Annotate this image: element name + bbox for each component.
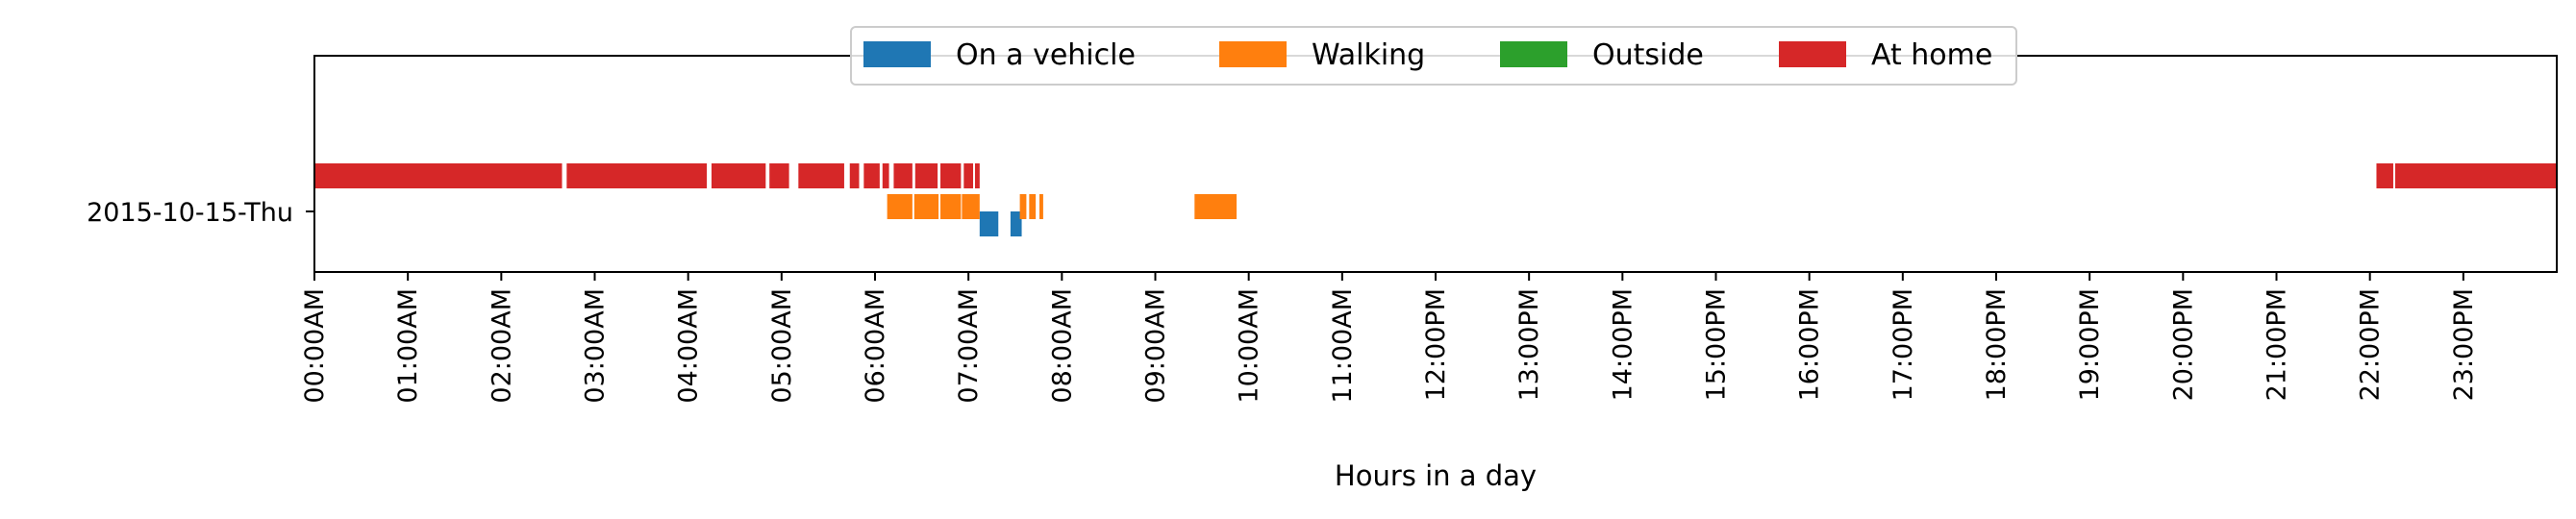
bar-at-home: [882, 163, 889, 188]
bar-walking: [1029, 194, 1037, 219]
x-tick-label: 07:00AM: [954, 288, 984, 404]
x-tick-label: 09:00AM: [1141, 288, 1171, 404]
bar-at-home: [769, 163, 789, 188]
x-tick-label: 10:00AM: [1235, 288, 1264, 404]
legend: On a vehicle Walking Outside At home: [850, 26, 2017, 86]
x-tick-label: 01:00AM: [393, 288, 423, 404]
bar-at-home: [963, 163, 974, 188]
legend-label: Walking: [1312, 38, 1425, 72]
x-axis-label: Hours in a day: [1335, 459, 1537, 492]
bar-at-home: [849, 163, 860, 188]
bar-at-home: [314, 163, 563, 188]
x-tick-label: 05:00AM: [767, 288, 797, 404]
legend-label: On a vehicle: [956, 38, 1136, 72]
x-tick-label: 03:00AM: [581, 288, 611, 404]
x-tick-label: 16:00PM: [1795, 288, 1825, 401]
x-axis-ticks: 00:00AM 01:00AM 02:00AM 03:00AM 04:00AM 05:00…: [300, 272, 2479, 404]
bar-at-home: [798, 163, 844, 188]
legend-swatch: [863, 41, 931, 67]
x-tick-label: 20:00PM: [2168, 288, 2198, 401]
bar-walking: [1039, 194, 1043, 219]
bar-at-home: [914, 163, 938, 188]
bar-walking: [913, 194, 939, 219]
bar-at-home: [2394, 163, 2557, 188]
legend-swatch: [1219, 41, 1287, 67]
activity-bars: [314, 163, 2557, 236]
x-tick-label: 11:00AM: [1328, 288, 1358, 404]
x-tick-label: 13:00PM: [1514, 288, 1544, 401]
bar-walking: [887, 194, 913, 219]
bar-walking: [1019, 194, 1027, 219]
bar-on-a-vehicle: [979, 211, 999, 236]
legend-swatch: [1779, 41, 1846, 67]
bar-walking: [962, 194, 980, 219]
x-tick-label: 12:00PM: [1421, 288, 1451, 401]
bar-at-home: [711, 163, 766, 188]
bar-walking: [1194, 194, 1238, 219]
x-tick-label: 02:00AM: [487, 288, 516, 404]
x-tick-label: 00:00AM: [300, 288, 330, 404]
legend-frame: [850, 26, 2017, 86]
x-tick-label: 23:00PM: [2449, 288, 2479, 401]
bar-at-home: [974, 163, 980, 188]
x-tick-label: 22:00PM: [2356, 288, 2386, 401]
bar-at-home: [2376, 163, 2393, 188]
legend-label: At home: [1871, 38, 1992, 72]
x-tick-label: 06:00AM: [861, 288, 890, 404]
legend-label: Outside: [1592, 38, 1704, 72]
x-tick-label: 14:00PM: [1608, 288, 1638, 401]
x-tick-label: 18:00PM: [1982, 288, 2012, 401]
y-tick-label: 2015-10-15-Thu: [87, 198, 293, 228]
bar-at-home: [566, 163, 708, 188]
x-tick-label: 04:00AM: [674, 288, 704, 404]
legend-swatch: [1500, 41, 1567, 67]
x-tick-label: 21:00PM: [2263, 288, 2292, 401]
bar-on-a-vehicle: [1010, 211, 1022, 236]
bar-at-home: [940, 163, 962, 188]
x-tick-label: 17:00PM: [1888, 288, 1918, 401]
bar-at-home: [863, 163, 880, 188]
x-tick-label: 08:00AM: [1047, 288, 1077, 404]
x-tick-label: 19:00PM: [2075, 288, 2105, 401]
bar-at-home: [893, 163, 913, 188]
bar-walking: [940, 194, 962, 219]
x-tick-label: 15:00PM: [1702, 288, 1732, 401]
